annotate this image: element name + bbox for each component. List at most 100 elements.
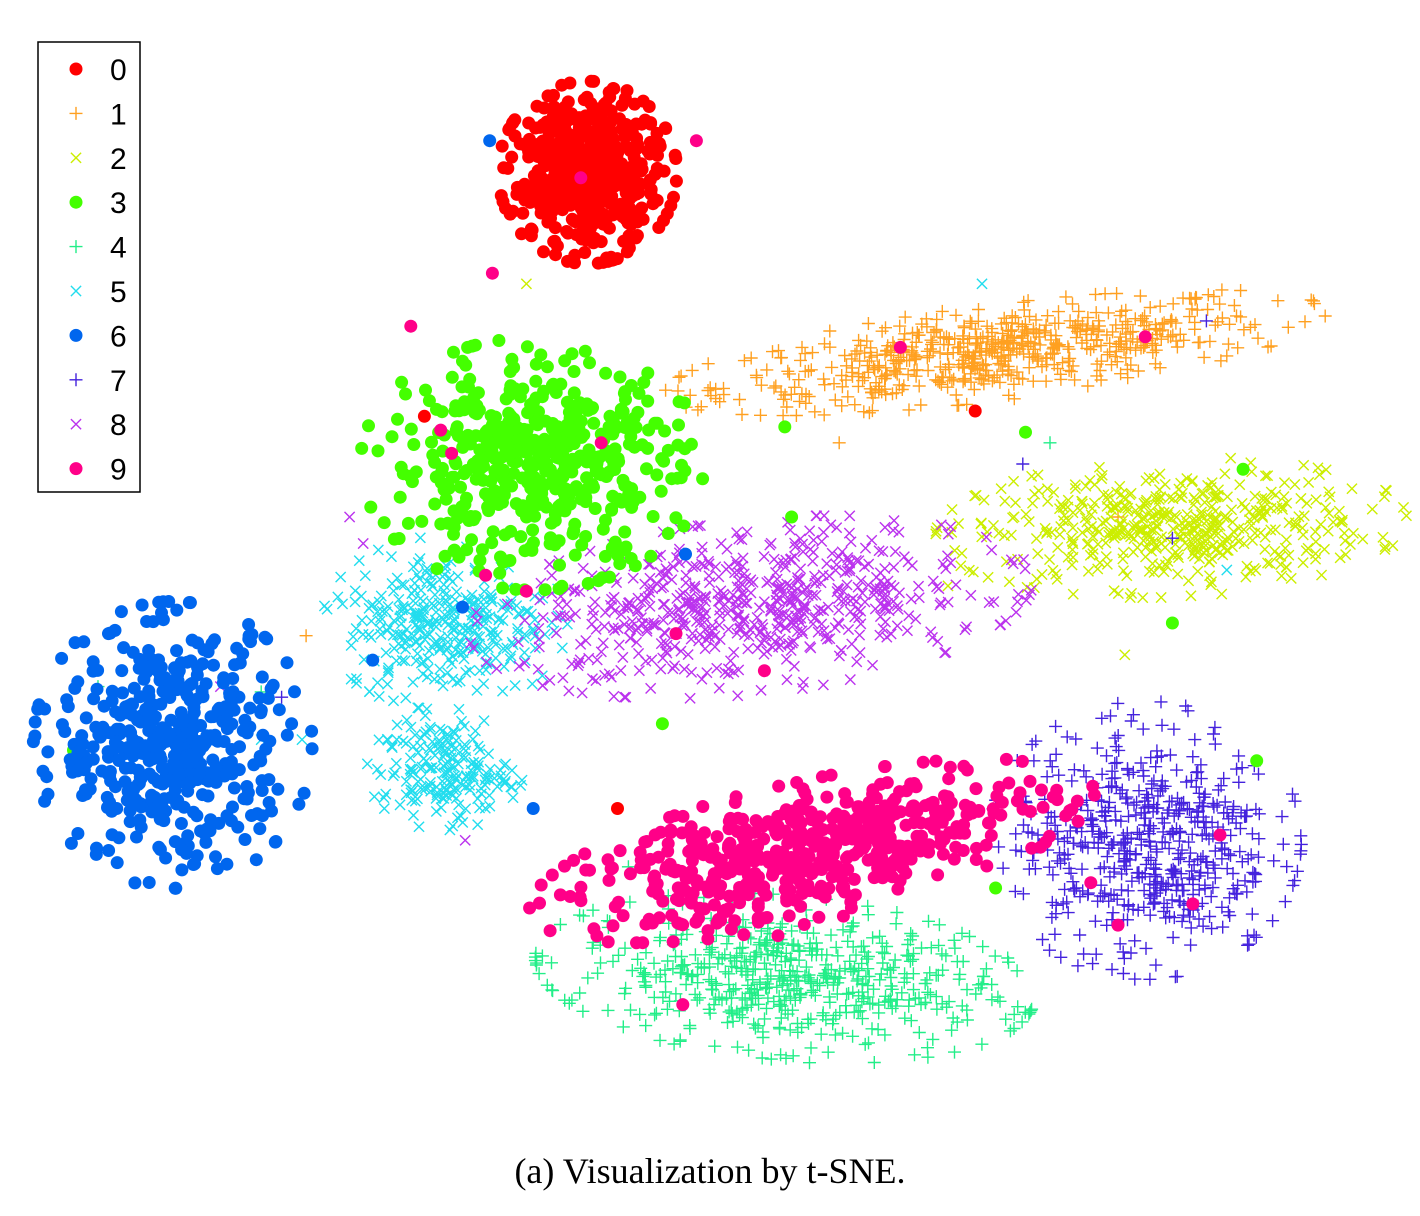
point-6 <box>145 788 158 802</box>
point-0 <box>587 74 601 88</box>
point-4 <box>653 1033 667 1047</box>
point-7 <box>1206 858 1220 872</box>
point-4 <box>846 965 860 979</box>
point-8 <box>732 690 744 702</box>
point-8 <box>893 587 905 599</box>
points-layer <box>26 74 1412 1070</box>
point-2 <box>1122 502 1134 514</box>
point-2 <box>1192 534 1204 546</box>
point-6 <box>249 853 263 867</box>
point-1 <box>1016 329 1030 343</box>
point-7 <box>1009 827 1023 841</box>
point-3 <box>377 516 391 530</box>
point-0 <box>546 124 560 138</box>
point-1 <box>1227 299 1241 312</box>
point-3 <box>618 525 632 539</box>
point-4 <box>821 976 835 989</box>
point-2 <box>1185 590 1197 602</box>
point-4 <box>976 940 990 954</box>
point-1 <box>792 373 806 387</box>
point-1 <box>1222 337 1235 351</box>
point-1 <box>1012 371 1026 385</box>
point-7 <box>996 861 1010 875</box>
point-7 <box>1163 748 1177 762</box>
point-7 <box>1036 933 1049 946</box>
point-5 <box>478 715 490 727</box>
point-3 <box>677 519 691 533</box>
point-5 <box>385 551 397 563</box>
point-4 <box>843 925 857 939</box>
point-3 <box>619 393 632 406</box>
point-3 <box>465 533 478 547</box>
point-1 <box>1046 347 1059 361</box>
point-5 <box>404 752 416 764</box>
point-4 <box>792 953 806 967</box>
point-6 <box>28 715 42 729</box>
point-2 <box>1163 506 1175 518</box>
point-0 <box>584 134 598 148</box>
point-4 <box>887 961 900 974</box>
point-4 <box>821 963 835 977</box>
point-1 <box>835 380 849 394</box>
point-1 <box>1101 306 1115 320</box>
point-4 <box>888 953 902 967</box>
point-1 <box>1001 323 1015 337</box>
point-2 <box>1044 554 1056 566</box>
point-7 <box>1077 764 1091 778</box>
point-0 <box>563 76 577 90</box>
point-4 <box>730 949 744 963</box>
point-4 <box>979 962 993 976</box>
point-8 <box>965 589 977 601</box>
point-3 <box>596 522 610 536</box>
point-1 <box>956 329 970 343</box>
point-2 <box>1153 484 1165 496</box>
point-3 <box>655 717 669 731</box>
point-1 <box>1066 359 1080 373</box>
point-2 <box>1210 512 1222 524</box>
point-7 <box>1184 921 1198 935</box>
point-1 <box>798 347 812 361</box>
point-2 <box>1110 528 1122 540</box>
point-4 <box>902 993 916 1007</box>
point-3 <box>503 365 517 378</box>
point-3 <box>535 439 549 453</box>
point-5 <box>1221 564 1233 576</box>
point-0 <box>495 139 509 153</box>
point-3 <box>499 476 512 490</box>
point-7 <box>1100 850 1114 864</box>
point-5 <box>407 676 419 688</box>
point-8 <box>879 521 891 533</box>
point-7 <box>1230 762 1244 776</box>
point-8 <box>856 587 868 599</box>
point-1 <box>884 345 898 359</box>
point-7 <box>1069 881 1083 895</box>
point-1 <box>1304 293 1318 307</box>
point-1 <box>1052 316 1066 330</box>
point-6 <box>187 750 201 764</box>
point-4 <box>873 929 887 943</box>
point-2 <box>1297 557 1309 569</box>
point-7 <box>1141 851 1155 865</box>
point-1 <box>1010 341 1024 355</box>
point-7 <box>1276 837 1290 851</box>
point-7 <box>1185 827 1199 841</box>
point-2 <box>955 560 967 572</box>
point-4 <box>680 967 694 981</box>
point-8 <box>631 636 643 648</box>
point-8 <box>816 535 828 547</box>
point-2 <box>1148 536 1160 548</box>
point-1 <box>1128 312 1142 326</box>
point-5 <box>438 585 450 597</box>
point-1 <box>974 345 988 359</box>
point-6 <box>190 809 204 823</box>
point-4 <box>932 918 946 932</box>
point-7 <box>1147 861 1161 875</box>
point-7 <box>1025 737 1039 751</box>
point-1 <box>1044 328 1058 342</box>
point-1 <box>905 340 919 354</box>
point-3 <box>474 459 488 473</box>
point-2 <box>1182 575 1195 587</box>
point-6 <box>256 728 270 742</box>
point-0 <box>608 179 621 193</box>
